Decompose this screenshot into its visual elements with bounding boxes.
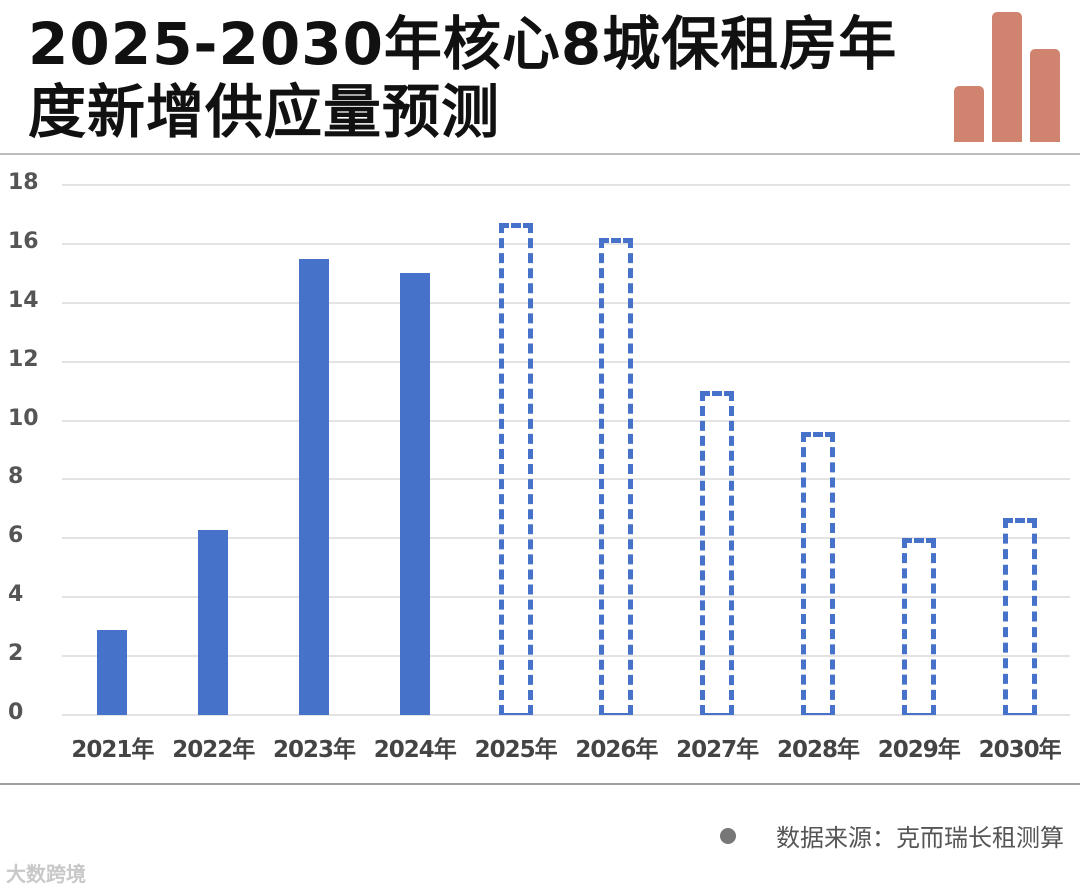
gridline [62, 537, 1070, 539]
gridline [62, 302, 1070, 304]
x-label: 2023年 [272, 737, 356, 763]
footer-divider [0, 783, 1080, 785]
y-tick: 6 [8, 523, 24, 548]
x-label: 2030年 [978, 737, 1062, 763]
x-label: 2024年 [373, 737, 457, 763]
y-tick: 16 [8, 229, 39, 254]
gridline [62, 184, 1070, 186]
y-tick: 8 [8, 464, 24, 489]
gridline [62, 714, 1070, 716]
y-tick: 4 [8, 582, 24, 607]
y-tick: 2 [8, 641, 24, 666]
bar-2025年 [498, 223, 533, 715]
source-text: 数据来源：克而瑞长租测算 [776, 824, 1064, 852]
gridline [62, 596, 1070, 598]
y-tick: 12 [8, 347, 39, 372]
bar-2030年 [1002, 517, 1037, 715]
brand-watermark: 大数跨境 [6, 862, 86, 886]
bar-2029年 [901, 538, 936, 715]
bar-chart-logo-icon [954, 10, 1060, 142]
x-label: 2022年 [172, 737, 255, 763]
x-label: 2025年 [474, 737, 558, 763]
bar-2026年 [599, 238, 634, 715]
bar-2021年 [97, 629, 128, 715]
data-source: 数据来源：克而瑞长租测算 [720, 818, 1064, 853]
bar-2024年 [399, 273, 430, 715]
x-label: 2029年 [877, 737, 961, 763]
y-tick: 18 [8, 170, 39, 195]
bar-2027年 [700, 391, 735, 715]
gridline [62, 655, 1070, 657]
x-label: 2027年 [676, 737, 759, 763]
plot-area [62, 185, 1070, 715]
y-tick: 10 [8, 406, 39, 431]
bar-chart: 0 2 4 6 8 10 12 14 16 18 2021年 2022年 202… [0, 160, 1080, 780]
x-label: 2021年 [71, 737, 154, 763]
gridline [62, 243, 1070, 245]
gridline [62, 361, 1070, 363]
gridline [62, 478, 1070, 480]
y-tick: 0 [8, 700, 24, 725]
bullet-icon [720, 827, 736, 844]
bar-2022年 [198, 529, 229, 715]
bar-2023年 [299, 258, 329, 715]
y-tick: 14 [8, 288, 39, 313]
page-title: 2025-2030年核心8城保租房年度新增供应量预测 [28, 10, 898, 146]
x-label: 2028年 [776, 737, 860, 763]
bar-2028年 [801, 432, 835, 715]
x-axis-labels: 2021年 2022年 2023年 2024年 2025年 2026年 2027… [62, 730, 1070, 766]
header-divider [0, 153, 1080, 155]
x-label: 2026年 [575, 737, 658, 763]
gridline [62, 420, 1070, 422]
